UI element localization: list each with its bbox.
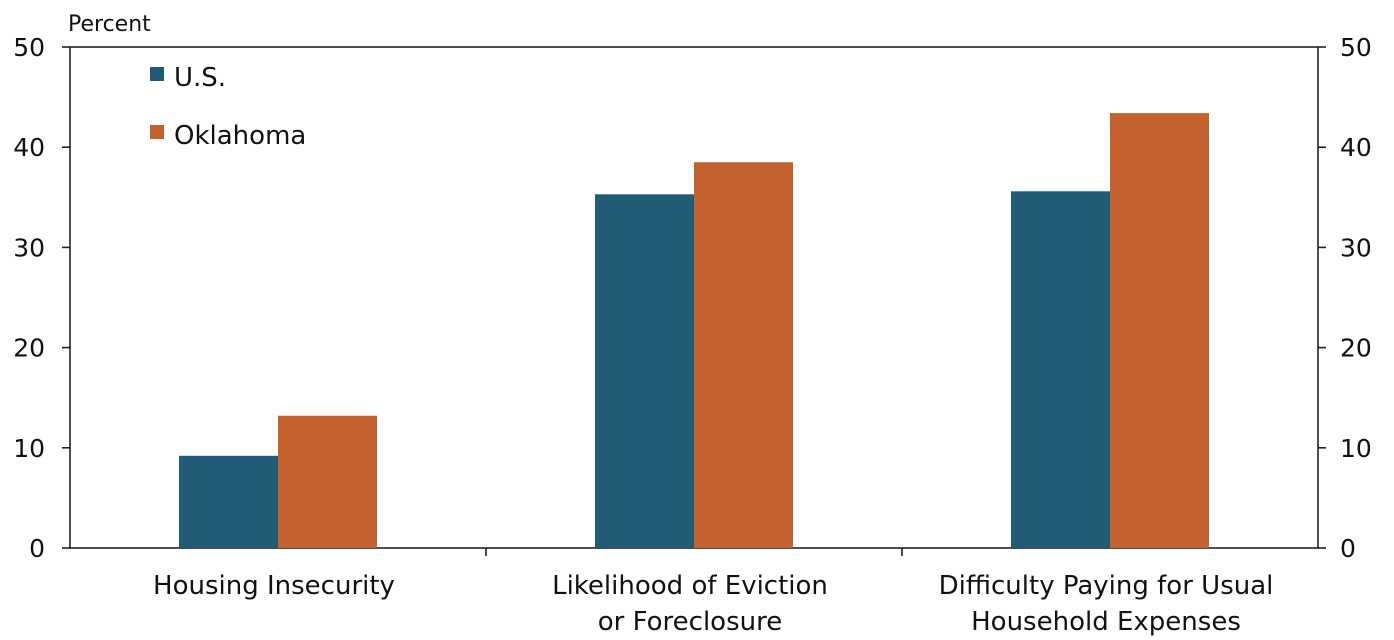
- category-label: Household Expenses: [971, 607, 1241, 637]
- y-tick-label-left: 0: [29, 534, 45, 563]
- y-tick-label-left: 40: [13, 133, 45, 162]
- bar-oklahoma: [278, 415, 377, 548]
- bar-us: [1011, 191, 1110, 548]
- bar-oklahoma: [1110, 113, 1209, 548]
- category-label: Difficulty Paying for Usual: [939, 571, 1274, 601]
- y-tick-label-right: 10: [1340, 434, 1372, 463]
- y-tick-label-left: 10: [13, 434, 45, 463]
- axes: 0 0 10 10 20 20 30 30 40 40 50 50: [13, 33, 1372, 563]
- y-tick-label-left: 50: [13, 33, 45, 62]
- bars: [179, 113, 1209, 549]
- y-tick-label-right: 0: [1340, 534, 1356, 563]
- y-tick-label-left: 20: [13, 334, 45, 363]
- y-tick-label-left: 30: [13, 233, 45, 262]
- y-tick-label-right: 30: [1340, 233, 1372, 262]
- y-axis-unit-label: Percent: [68, 12, 151, 37]
- category-label: or Foreclosure: [598, 607, 782, 637]
- legend-swatch-oklahoma: [150, 125, 164, 139]
- y-tick-label-right: 50: [1340, 33, 1372, 62]
- y-tick-label-right: 40: [1340, 133, 1372, 162]
- legend-label-oklahoma: Oklahoma: [174, 121, 306, 151]
- y-tick-label-right: 20: [1340, 334, 1372, 363]
- category-label: Likelihood of Eviction: [552, 571, 828, 601]
- legend: U.S. Oklahoma: [150, 63, 306, 151]
- category-label: Housing Insecurity: [153, 571, 395, 601]
- legend-label-us: U.S.: [174, 63, 226, 93]
- bar-us: [179, 455, 278, 548]
- bar-us: [595, 194, 694, 548]
- category-labels: Housing Insecurity Likelihood of Eviction…: [153, 571, 1273, 637]
- legend-swatch-us: [150, 67, 164, 81]
- bar-oklahoma: [694, 162, 793, 549]
